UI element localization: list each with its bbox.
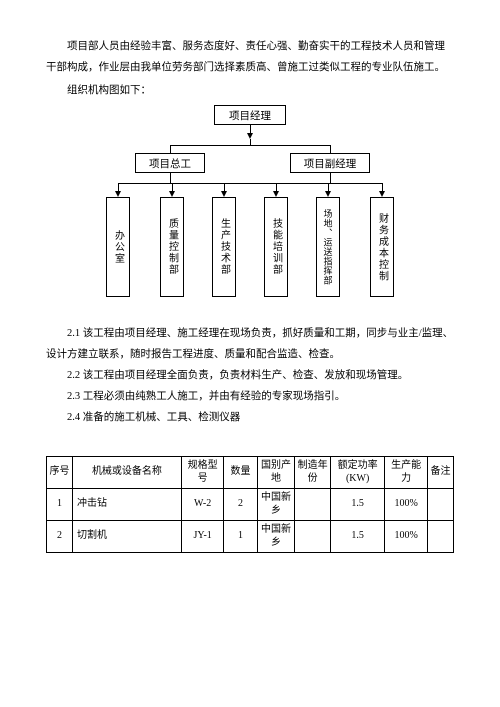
connector (250, 139, 251, 145)
connector (118, 183, 382, 184)
org-node-finance: 财务成本控制 (370, 197, 394, 297)
cell: 100% (385, 489, 428, 521)
connector (330, 145, 331, 153)
org-node-deputy-manager: 项目副经理 (290, 153, 370, 173)
cell (427, 521, 453, 553)
cell: 切割机 (73, 521, 182, 553)
th-name: 机械或设备名称 (73, 457, 182, 489)
connector (170, 145, 171, 153)
th-seq: 序号 (47, 457, 73, 489)
th-note: 备注 (427, 457, 453, 489)
th-org: 国别产地 (257, 457, 295, 489)
connector (382, 183, 383, 191)
org-node-manager: 项目经理 (214, 105, 286, 125)
cell: 100% (385, 521, 428, 553)
connector (276, 183, 277, 191)
org-node-office: 办公室 (106, 197, 130, 297)
cell: 1.5 (330, 521, 384, 553)
th-qty: 数量 (224, 457, 257, 489)
cell: 2 (47, 521, 73, 553)
table-header-row: 序号 机械或设备名称 规格型号 数量 国别产地 制造年份 额定功率(KW) 生产… (47, 457, 454, 489)
cell: 2 (224, 489, 257, 521)
connector (172, 183, 173, 191)
org-node-training: 技能培训部 (264, 197, 288, 297)
bullet-item: 2.3 工程必须由纯熟工人施工，并由有经验的专家现场指引。 (46, 386, 454, 407)
th-spec: 规格型号 (181, 457, 224, 489)
chart-caption: 组织机构图如下： (46, 80, 454, 101)
bullet-item: 2.2 该工程由项目经理全面负责，负责材料生产、检查、发放和现场管理。 (46, 365, 454, 386)
th-cap: 生产能力 (385, 457, 428, 489)
table-row: 2 切割机 JY-1 1 中国新乡 1.5 100% (47, 521, 454, 553)
connector (250, 125, 251, 133)
cell: JY-1 (181, 521, 224, 553)
cell (295, 521, 330, 553)
org-node-logistics: 场地、运送指挥部 (316, 197, 340, 297)
cell: W-2 (181, 489, 224, 521)
org-chart: 项目经理 项目总工 项目副经理 办公室 质量控制部 生产技术部 (100, 105, 400, 305)
connector (170, 173, 171, 183)
org-node-chief-engineer: 项目总工 (135, 153, 205, 173)
th-pow: 额定功率(KW) (330, 457, 384, 489)
cell: 1.5 (330, 489, 384, 521)
connector (118, 183, 119, 191)
equipment-table: 序号 机械或设备名称 规格型号 数量 国别产地 制造年份 额定功率(KW) 生产… (46, 456, 454, 553)
th-year: 制造年份 (295, 457, 330, 489)
cell: 中国新乡 (257, 489, 295, 521)
connector (224, 183, 225, 191)
table-row: 1 冲击钻 W-2 2 中国新乡 1.5 100% (47, 489, 454, 521)
cell: 中国新乡 (257, 521, 295, 553)
org-node-quality: 质量控制部 (160, 197, 184, 297)
bullet-item: 2.1 该工程由项目经理、施工经理在现场负责，抓好质量和工期，同步与业主/监理、… (46, 323, 454, 365)
cell: 1 (224, 521, 257, 553)
cell (295, 489, 330, 521)
connector (328, 183, 329, 191)
connector (330, 173, 331, 183)
cell (427, 489, 453, 521)
org-node-production: 生产技术部 (212, 197, 236, 297)
intro-paragraph: 项目部人员由经验丰富、服务态度好、责任心强、勤奋实干的工程技术人员和管理干部构成… (46, 36, 454, 78)
cell: 冲击钻 (73, 489, 182, 521)
connector (170, 145, 330, 146)
cell: 1 (47, 489, 73, 521)
page: 项目部人员由经验丰富、服务态度好、责任心强、勤奋实干的工程技术人员和管理干部构成… (0, 0, 500, 573)
bullet-list: 2.1 该工程由项目经理、施工经理在现场负责，抓好质量和工期，同步与业主/监理、… (46, 323, 454, 428)
bullet-item: 2.4 准备的施工机械、工具、检测仪器 (46, 407, 454, 428)
